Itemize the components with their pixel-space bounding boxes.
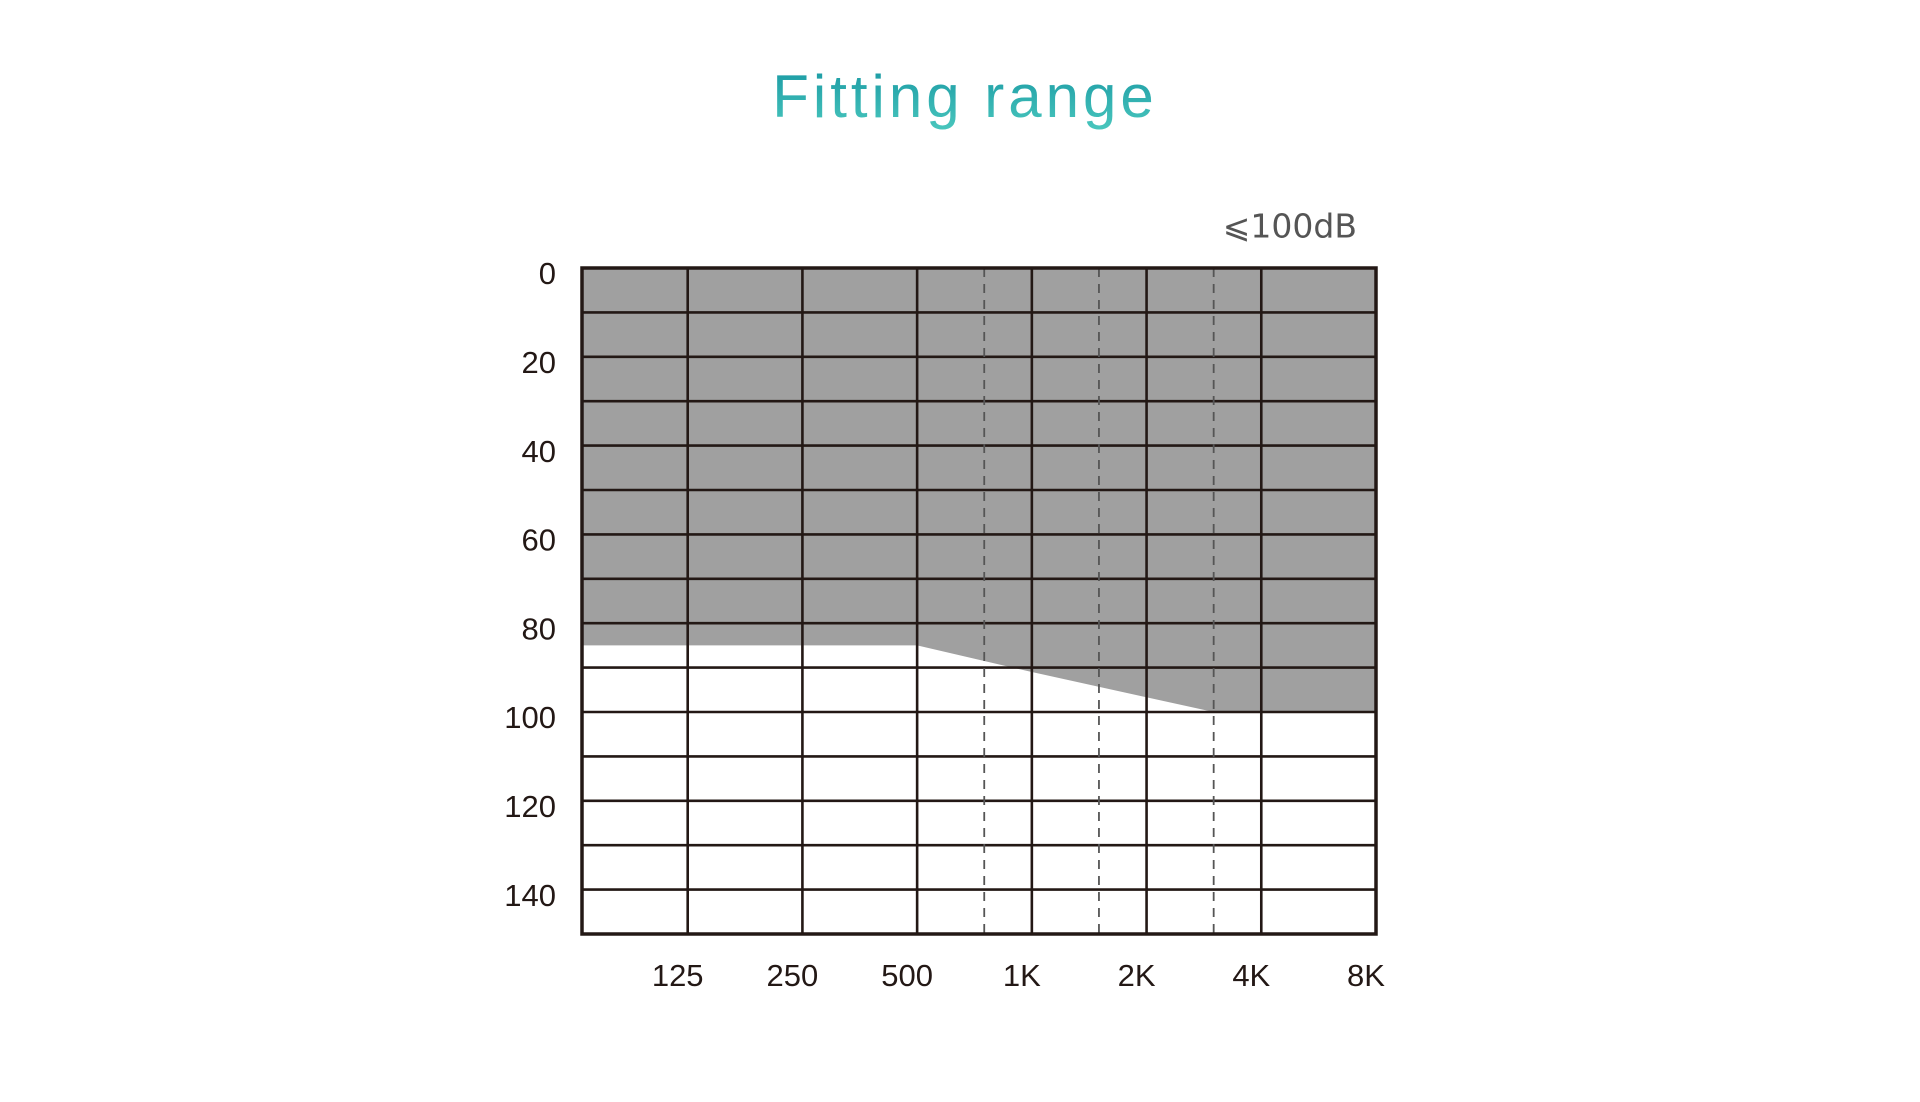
y-tick-label: 140 [504, 878, 556, 913]
y-tick-label: 80 [522, 611, 556, 646]
x-tick-label: 250 [767, 958, 819, 993]
x-tick-label: 2K [1118, 958, 1156, 993]
x-tick-label: 4K [1232, 958, 1270, 993]
x-tick-label: 1K [1003, 958, 1041, 993]
y-tick-label: 60 [522, 523, 556, 558]
y-tick-label: 20 [522, 345, 556, 380]
y-tick-label: 120 [504, 789, 556, 824]
y-tick-label: 40 [522, 434, 556, 469]
y-tick-label: 100 [504, 700, 556, 735]
annotation: ⩽100dB [1223, 207, 1357, 246]
x-tick-label: 500 [881, 958, 933, 993]
x-tick-label: 8K [1347, 958, 1385, 993]
chart-title: Fitting range [772, 63, 1158, 130]
y-tick-label: 0 [539, 256, 556, 291]
x-tick-label: 125 [652, 958, 704, 993]
plot-frame [580, 266, 1378, 936]
